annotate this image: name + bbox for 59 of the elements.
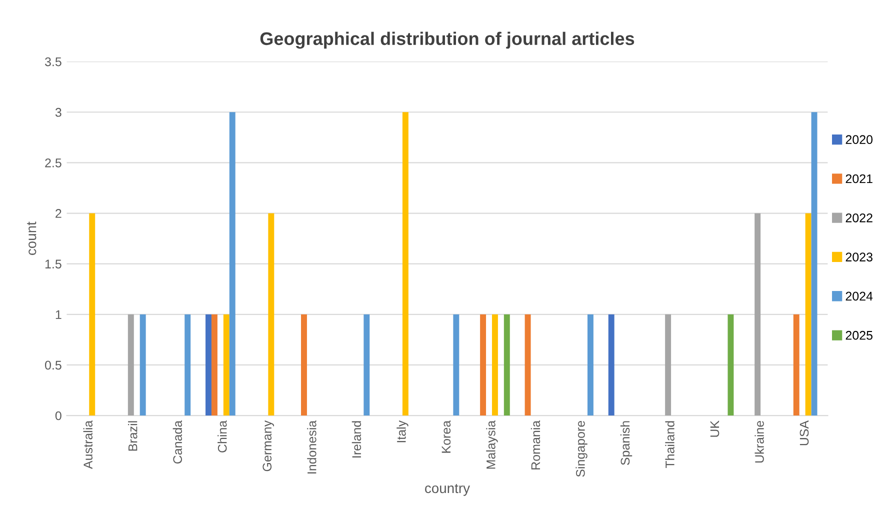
y-tick-label: 3	[55, 108, 62, 117]
bar	[504, 314, 510, 416]
bar	[480, 314, 486, 416]
bar	[728, 314, 734, 416]
bar	[402, 112, 408, 416]
bar	[608, 314, 614, 416]
bar	[211, 314, 218, 416]
bar	[206, 314, 212, 416]
x-tick-label: UK	[710, 420, 720, 437]
y-axis-title: count	[27, 222, 36, 255]
bar	[754, 213, 761, 416]
y-tick-label: 3.5	[44, 57, 62, 66]
bar	[524, 314, 531, 416]
y-tick-label: 1.5	[45, 260, 62, 268]
x-tick-label: Malaysia	[486, 420, 498, 469]
x-tick-label: Korea	[442, 420, 451, 453]
bar	[140, 314, 146, 416]
legend-label: 2022	[846, 213, 872, 222]
bar	[793, 314, 800, 416]
legend-label: 2024	[846, 292, 873, 301]
bar	[811, 112, 818, 416]
bar	[184, 314, 191, 416]
bar	[268, 213, 274, 416]
legend-label: 2023	[846, 252, 872, 262]
legend-label: 2021	[846, 174, 872, 184]
x-tick-label: Singapore	[576, 420, 588, 477]
legend-label: 2020	[846, 135, 873, 144]
bar	[805, 213, 812, 416]
bar	[229, 112, 236, 416]
x-tick-label: Indonesia	[307, 420, 316, 474]
bar	[364, 314, 370, 416]
x-tick-label: Italy	[396, 420, 408, 442]
x-tick-label: Ireland	[352, 421, 362, 458]
chart-title: Geographical distribution of journal articles	[260, 32, 634, 49]
bar	[665, 314, 672, 416]
x-axis-title: country	[425, 484, 470, 496]
legend-label: 2025	[846, 330, 872, 340]
y-tick-label: 0	[55, 411, 62, 420]
bar	[492, 314, 498, 416]
y-tick-label: 2	[56, 209, 62, 218]
bar	[587, 314, 594, 416]
x-tick-label: Ukraine	[754, 420, 764, 462]
bar	[223, 314, 230, 416]
x-tick-label: Spanish	[620, 421, 632, 465]
x-tick-label: Thailand	[665, 421, 674, 468]
x-tick-label: China	[218, 420, 227, 452]
bar	[89, 213, 96, 416]
x-tick-label: USA	[800, 420, 809, 446]
x-tick-label: Romania	[530, 420, 540, 470]
bar	[128, 314, 134, 416]
bar	[301, 314, 307, 416]
x-tick-label: Germany	[262, 420, 274, 472]
y-tick-label: 2.5	[45, 158, 62, 168]
x-tick-label: Brazil	[128, 421, 138, 451]
x-tick-label: Australia	[83, 420, 92, 469]
y-tick-label: 0.5	[45, 360, 62, 370]
y-tick-label: 1	[56, 310, 62, 319]
x-tick-label: Canada	[172, 420, 182, 464]
bar	[453, 314, 460, 416]
